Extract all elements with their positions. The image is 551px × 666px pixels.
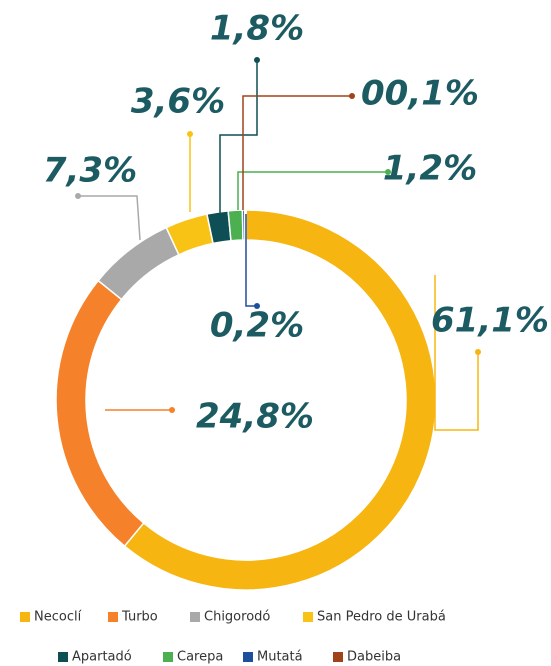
legend-label: Apartadó <box>72 650 132 665</box>
leader-line <box>219 60 258 214</box>
donut-slice <box>227 209 244 242</box>
donut-slice <box>97 226 180 301</box>
value-label: 00,1% <box>361 74 479 114</box>
leader-dot <box>254 303 260 309</box>
leader-line <box>242 95 352 210</box>
legend-label: San Pedro de Urabá <box>317 610 446 625</box>
leader-dot <box>349 93 355 99</box>
legend-swatch <box>303 612 313 622</box>
leader-line <box>78 195 141 241</box>
value-label: 61,1% <box>431 301 549 341</box>
value-label: 1,8% <box>210 9 304 49</box>
value-label: 0,2% <box>210 306 304 346</box>
leader-dot <box>187 131 193 137</box>
legend-label: Necoclí <box>34 610 82 625</box>
legend-swatch <box>333 652 343 662</box>
leader-dot <box>254 57 260 63</box>
value-label: 1,2% <box>383 149 477 189</box>
value-label: 24,8% <box>196 397 314 437</box>
leader-line <box>237 171 388 210</box>
leader-dot <box>385 169 391 175</box>
leader-line <box>245 214 257 307</box>
legend-swatch <box>108 612 118 622</box>
leader-dot <box>75 193 81 199</box>
legend-label: Turbo <box>121 610 158 625</box>
value-label: 7,3% <box>43 151 137 191</box>
legend-swatch <box>58 652 68 662</box>
legend-swatch <box>243 652 253 662</box>
legend-swatch <box>163 652 173 662</box>
leader-dot <box>169 407 175 413</box>
value-label: 3,6% <box>131 82 225 122</box>
legend-swatch <box>190 612 200 622</box>
donut-slice <box>55 279 145 548</box>
leader-dot <box>475 349 481 355</box>
leader-line <box>434 275 479 431</box>
legend-swatch <box>20 612 30 622</box>
legend-label: Carepa <box>177 650 223 665</box>
legend-label: Dabeiba <box>347 650 401 665</box>
donut-slice <box>123 209 437 591</box>
legend-label: Mutatá <box>257 650 303 665</box>
legend-label: Chigorodó <box>204 610 270 625</box>
